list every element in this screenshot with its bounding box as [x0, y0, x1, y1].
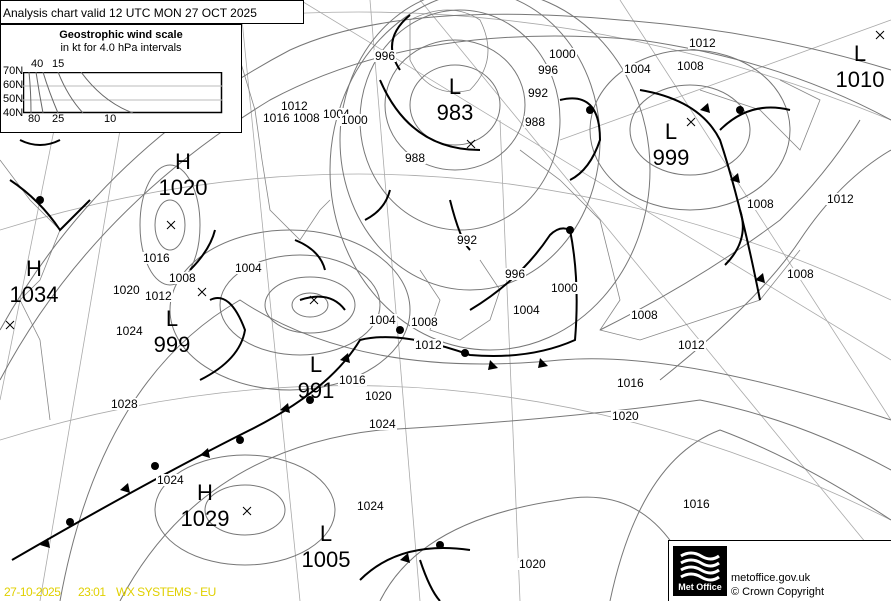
wind-scale-graph [23, 72, 223, 114]
pressure-value: 1010 [835, 67, 885, 92]
isobar-label: 988 [404, 151, 427, 165]
center-crosses [5, 30, 885, 516]
isobar-label: 1016 [338, 373, 367, 387]
lat-label: 70N [3, 65, 24, 77]
isobar-label: 1020 [611, 409, 640, 423]
isobar-label: 1016 [616, 376, 645, 390]
isobar-label: 1020 [112, 283, 141, 297]
pressure-center: L 1005 [302, 521, 351, 573]
geostrophic-wind-scale: Geostrophic wind scale in kt for 4.0 hPa… [0, 24, 242, 133]
isobar-label: 1020 [518, 557, 547, 571]
lat-label: 40N [3, 107, 24, 119]
front-symbols [36, 103, 765, 563]
isobar-label: 1020 [364, 389, 393, 403]
wind-top-label: 15 [52, 58, 65, 70]
met-office-logo: Met Office [673, 546, 727, 596]
isobar-label: 1016 [682, 497, 711, 511]
pressure-type: H [26, 256, 42, 281]
isobar-label: 1016 [262, 111, 291, 125]
pressure-value: 1020 [158, 175, 208, 200]
pressure-type: L [309, 352, 323, 377]
isobar-label: 992 [456, 233, 479, 247]
wind-bottom-label: 25 [52, 113, 65, 125]
logo-text: Met Office [678, 582, 722, 592]
isobar-label: 1008 [630, 308, 659, 322]
pressure-center: L 983 [437, 74, 474, 126]
isobar-label: 996 [504, 267, 527, 281]
pressure-type: L [664, 119, 678, 144]
isobar-label: 1000 [340, 113, 369, 127]
isobar-label: 1028 [110, 397, 139, 411]
weather-fronts [9, 14, 791, 601]
pressure-center: L 999 [154, 306, 191, 358]
pressure-type: H [175, 149, 191, 174]
website-link[interactable]: metoffice.gov.uk [731, 572, 811, 584]
isobar-label: 1000 [548, 47, 577, 61]
isobar-label: 1008 [410, 315, 439, 329]
isobar-label: 1004 [623, 62, 652, 76]
isobar-label: 1024 [368, 417, 397, 431]
lat-label: 60N [3, 79, 24, 91]
isobar-label: 1024 [156, 473, 185, 487]
isobar-label: 1012 [144, 289, 173, 303]
isobar-label: 1024 [115, 324, 144, 338]
isobar-label: 996 [374, 49, 397, 63]
wave-logo-icon [680, 551, 720, 582]
pressure-value: 999 [652, 145, 690, 170]
isobar-label: 1004 [234, 261, 263, 275]
stamp-date: 27-10-2025 [4, 585, 61, 599]
isobar-label: 1004 [512, 303, 541, 317]
isobar-label: 1016 [142, 251, 171, 265]
pressure-type: H [197, 480, 213, 505]
pressure-value: 991 [297, 378, 335, 403]
isobar-label: 1012 [414, 338, 443, 352]
wind-bottom-label: 10 [104, 113, 117, 125]
pressure-type: L [853, 41, 867, 66]
lat-label: 50N [3, 93, 24, 105]
wind-scale-title: Geostrophic wind scale [59, 29, 183, 41]
pressure-center: L 991 [298, 352, 335, 404]
isobar-label: 1024 [356, 499, 385, 513]
pressure-value: 1029 [180, 506, 230, 531]
pressure-value: 1005 [301, 547, 351, 572]
wind-scale-subtitle: in kt for 4.0 hPa intervals [60, 42, 182, 54]
isobar-label: 1008 [676, 59, 705, 73]
pressure-value: 1034 [9, 282, 59, 307]
isobar-label: 996 [537, 63, 560, 77]
stamp-time: 23:01 [78, 585, 106, 599]
credits-box: Met Office metoffice.gov.uk © Crown Copy… [668, 540, 891, 601]
chart-title: Analysis chart valid 12 UTC MON 27 OCT 2… [0, 0, 304, 24]
stamp-product: WX SYSTEMS - EU [116, 585, 216, 599]
pressure-type: L [319, 521, 333, 546]
isobar-label: 1012 [280, 99, 309, 113]
wind-top-label: 40 [31, 58, 44, 70]
isobar-label: 1008 [746, 197, 775, 211]
pressure-center: H 1034 [10, 256, 59, 308]
isobar-label: 988 [524, 115, 547, 129]
pressure-type: L [448, 74, 462, 99]
isobar-label: 1008 [786, 267, 815, 281]
isobar-label: 1008 [168, 271, 197, 285]
isobar-label: 1012 [826, 192, 855, 206]
pressure-value: 983 [436, 100, 474, 125]
pressure-center: L 1010 [836, 41, 885, 93]
isobar-label: 1008 [292, 111, 321, 125]
isobar-label: 1004 [368, 313, 397, 327]
copyright: © Crown Copyright [731, 586, 825, 598]
isobar-label: 1000 [550, 281, 579, 295]
pressure-center: L 999 [653, 119, 690, 171]
wind-bottom-label: 80 [28, 113, 41, 125]
pressure-value: 999 [153, 332, 191, 357]
pressure-center: H 1029 [181, 480, 230, 532]
isobar-label: 992 [527, 86, 550, 100]
isobar-label: 1012 [688, 36, 717, 50]
pressure-type: L [165, 306, 179, 331]
pressure-center: H 1020 [159, 149, 208, 201]
isobar-label: 1012 [677, 338, 706, 352]
